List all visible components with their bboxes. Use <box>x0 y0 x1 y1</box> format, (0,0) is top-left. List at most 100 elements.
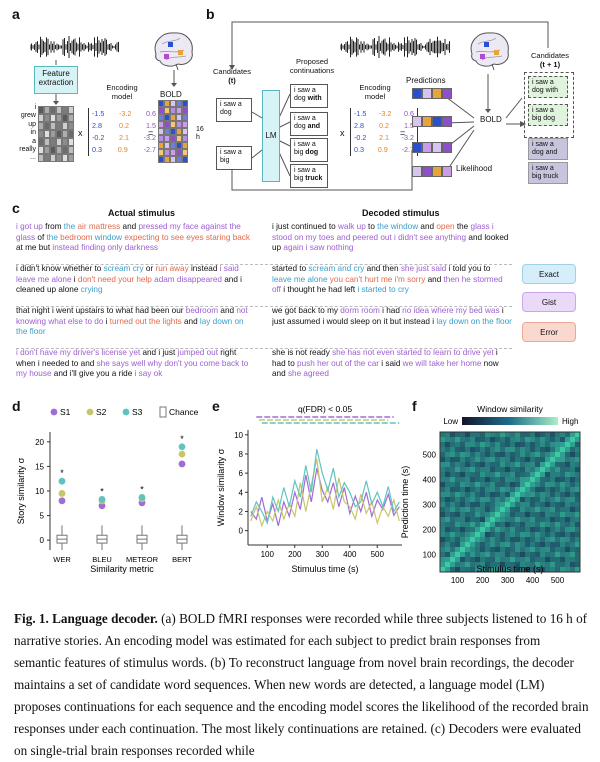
heatmap-cell <box>445 447 451 453</box>
prediction-cell <box>412 116 422 127</box>
feature-cell <box>38 122 44 130</box>
heatmap-cell <box>535 522 541 528</box>
lm-label: LM <box>265 131 277 141</box>
heatmap-cell <box>525 437 531 443</box>
heatmap-cell <box>475 547 481 553</box>
next-candidate-box: i saw a dog with <box>528 76 568 98</box>
stimulus-segment-exact: lay down on the floor <box>436 316 512 326</box>
heatmap-cell <box>575 497 581 503</box>
heatmap-cell <box>545 482 551 488</box>
heatmap-cell <box>550 532 556 538</box>
heatmap-cell <box>510 512 516 518</box>
heatmap-cell <box>540 512 546 518</box>
heatmap-cell <box>560 522 566 528</box>
feature-cell <box>56 146 62 154</box>
heatmap-cell <box>445 452 451 458</box>
bold-cell <box>170 156 176 163</box>
heatmap-cell <box>515 517 521 523</box>
heatmap-cell <box>445 487 451 493</box>
heatmap-cell <box>535 452 541 458</box>
feature-cell <box>38 106 44 114</box>
heatmap-cell <box>545 497 551 503</box>
stimulus-segment-gist: i say ok <box>134 369 163 378</box>
encoding-weight: -3.2 <box>379 109 392 118</box>
heatmap-cell <box>470 477 476 483</box>
y-tick-label: 200 <box>423 526 437 535</box>
heatmap-cell <box>515 507 521 513</box>
heatmap-cell <box>545 547 551 553</box>
heatmap-cell <box>525 467 531 473</box>
heatmap-cell <box>500 557 506 563</box>
heatmap-cell <box>445 497 451 503</box>
heatmap-cell <box>510 522 516 528</box>
x-tick-label: 300 <box>316 550 330 559</box>
heatmap-cell <box>515 472 521 478</box>
heatmap-cell <box>440 537 446 543</box>
heatmap-cell <box>545 542 551 548</box>
bold-cell <box>182 149 188 156</box>
heatmap-cell <box>540 487 546 493</box>
encoding-weight: 2.1 <box>119 133 129 142</box>
heatmap-cell <box>500 497 506 503</box>
heatmap-cell <box>535 542 541 548</box>
heatmap-cell <box>495 442 501 448</box>
next-candidate-box: i saw a big dog <box>528 104 568 126</box>
stimulus-segment-gist: dorm room <box>340 306 380 315</box>
bold-cell <box>158 135 164 142</box>
heatmap-cell <box>530 552 536 558</box>
prediction-vector <box>412 166 452 177</box>
heatmap-cell <box>525 472 531 478</box>
heatmap-cell <box>505 477 511 483</box>
heatmap-cell <box>485 557 491 563</box>
heatmap-cell <box>445 517 451 523</box>
feature-cell <box>44 106 50 114</box>
heatmap-cell <box>480 477 486 483</box>
heatmap-cell <box>465 507 471 513</box>
stimulus-segment-gist: again i saw nothing <box>283 243 354 252</box>
heatmap-cell <box>550 482 556 488</box>
heatmap-cell <box>485 452 491 458</box>
heatmap-cell <box>545 477 551 483</box>
heatmap-cell <box>530 512 536 518</box>
heatmap-cell <box>460 532 466 538</box>
heatmap-cell <box>540 547 546 553</box>
point-s3 <box>178 443 186 451</box>
stimulus-segment-plain: we got back to my <box>272 306 341 315</box>
heatmap-cell <box>470 472 476 478</box>
heatmap-cell <box>450 482 456 488</box>
heatmap-cell <box>560 472 566 478</box>
heatmap-cell <box>520 552 526 558</box>
heatmap-cell <box>455 567 461 573</box>
heatmap-cell <box>495 477 501 483</box>
heatmap-cell <box>515 452 521 458</box>
heatmap-cell <box>530 442 536 448</box>
heatmap-cell <box>450 437 456 443</box>
encoding-weight: 0.6 <box>404 109 414 118</box>
heatmap-cell <box>450 447 456 453</box>
stimulus-segment-plain: of <box>35 232 47 242</box>
row-separator <box>16 348 512 349</box>
heatmap-cell <box>485 462 491 468</box>
heatmap-cell <box>560 552 566 558</box>
y-tick-label: 300 <box>423 501 437 510</box>
heatmap-cell <box>440 522 446 528</box>
prediction-vector <box>412 142 452 153</box>
caption-label: Fig. 1. Language decoder. <box>14 611 158 626</box>
heatmap-cell <box>555 482 561 488</box>
heatmap-cell <box>520 507 526 513</box>
heatmap-cell <box>560 457 566 463</box>
heatmap-cell <box>515 437 521 443</box>
heatmap-cell <box>500 452 506 458</box>
stimulus-segment-plain: i just assumed i would sleep on it but i… <box>272 306 504 326</box>
heatmap-cell <box>460 447 466 453</box>
heatmap-cell <box>475 522 481 528</box>
heatmap-cell <box>480 542 486 548</box>
bold-cell <box>176 149 182 156</box>
heatmap-cell <box>540 567 546 573</box>
heatmap-cell <box>550 447 556 453</box>
heatmap-cell <box>570 432 576 438</box>
heatmap-cell <box>530 557 536 563</box>
bold-cell <box>170 142 176 149</box>
x-tick-label: 300 <box>501 576 515 585</box>
heatmap-cell <box>560 567 566 573</box>
